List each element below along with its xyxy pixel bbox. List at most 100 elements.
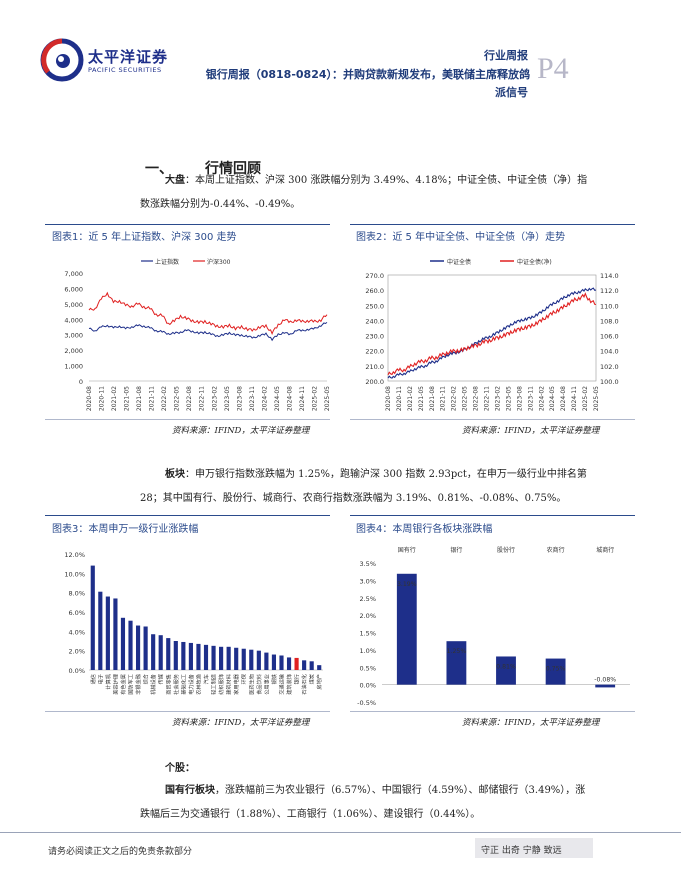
chart3-ytick-label: 12.0%	[64, 551, 85, 559]
footer-rule	[0, 832, 681, 833]
chart3-bottom-rule	[45, 711, 330, 712]
chart2-xtick-label: 2024-05	[549, 386, 556, 411]
chart3-ytick-label: 8.0%	[68, 590, 85, 598]
chart2-caption-bar	[350, 224, 635, 243]
chart4-ytick-label: 3.0%	[359, 577, 376, 585]
chart3-ytick-label: 4.0%	[68, 628, 85, 636]
chart2-ytick-right: 106.0	[600, 333, 619, 341]
paragraph-sector-line2: 28；其中国有行、股份行、城商行、农商行指数涨跌幅为 3.19%、0.81%、-…	[140, 493, 567, 504]
chart3-category-label: 环保	[240, 673, 248, 684]
chart1-source: 资料来源：IFIND，太平洋证券整理	[172, 426, 310, 436]
chart3-bar	[196, 643, 201, 670]
chart2-ytick-left: 270.0	[365, 272, 384, 280]
chart3-category-label: 计算机	[104, 673, 112, 689]
chart1-legend-label: 上证指数	[155, 258, 179, 266]
chart1-xtick-label: 2024-11	[299, 386, 306, 411]
chart1-xtick-label: 2022-08	[186, 386, 193, 411]
chart3-svg: 12.0% 10.0% 8.0% 6.0% 4.0% 2.0% 0.0% 通信 电子 计算机 美容护…	[64, 551, 323, 695]
chart4-caption: 图表4：本周银行各板块涨跌幅	[356, 524, 493, 535]
chart3-category-label: 银行	[293, 674, 301, 684]
chart1-ytick-label: 7,000	[64, 270, 83, 278]
chart3-category-label: 有色金属	[119, 674, 127, 695]
chart3-bar	[181, 641, 186, 670]
chart1-xtick-label: 2023-02	[211, 386, 218, 411]
chart1-xtick-label: 2021-02	[111, 386, 118, 411]
chart3-category-label: 商贸零售	[164, 674, 172, 695]
chart3-ytick-label: 6.0%	[68, 609, 85, 617]
chart3-bar	[317, 665, 322, 670]
chart4-value-label: 1.25%	[447, 648, 467, 655]
chart3-bar	[294, 657, 299, 670]
chart2-xtick-label: 2021-08	[429, 386, 436, 411]
chart2-xtick-label: 2022-02	[451, 386, 458, 411]
chart3-bar	[309, 661, 314, 670]
chart2-ytick-right: 104.0	[600, 348, 619, 356]
chart1-legend-label: 沪深300	[207, 258, 231, 266]
chart3-bar	[158, 635, 163, 670]
footer-motto: 守正 出奇 宁静 致远	[481, 846, 562, 856]
chart2-caption: 图表2：近 5 年中证全债、中证全债（净）走势	[356, 232, 566, 243]
chart3-bar	[113, 598, 118, 670]
chart4-bar	[446, 641, 467, 685]
chart1-xtick-label: 2024-05	[274, 386, 281, 411]
chart3-bar	[143, 626, 148, 670]
chart2-xtick-label: 2021-02	[407, 386, 414, 411]
chart3-category-label: 公用事业	[262, 674, 270, 695]
chart3-bar	[151, 634, 156, 670]
chart3-category-label: 非银金融	[134, 674, 142, 695]
paragraph-stocks-text: ，涨跌幅前三为农业银行（6.57%）、中国银行（4.59%）、邮储银行（3.49…	[215, 785, 586, 796]
chart3-category-label: 医药生物	[247, 674, 255, 695]
paragraph-stocks-bold: 国有行板块	[165, 785, 215, 796]
chart1-bottom-rule	[45, 419, 330, 420]
chart3-category-label: 美容护理	[111, 673, 119, 695]
chart3-bar	[188, 642, 193, 670]
chart3-ytick-label: 10.0%	[64, 570, 85, 578]
chart4-ytick-label: -0.5%	[357, 699, 376, 707]
chart4-category-label: 城商行	[596, 546, 614, 554]
chart2-xtick-label: 2022-08	[473, 386, 480, 411]
chart2-svg: 270.0 260.0 250.0 240.0 230.0 220.0 210.0 200.0…	[365, 258, 619, 411]
chart3-bar	[226, 646, 231, 670]
chart2-legend-label: 中证全债	[447, 258, 471, 266]
chart4-value-label: 0.81%	[496, 663, 516, 670]
chart2-xtick-label: 2025-02	[582, 386, 589, 411]
chart4-value-label: 0.75%	[546, 666, 566, 673]
chart2-ytick-right: 114.0	[600, 272, 619, 280]
chart2-ytick-right: 110.0	[600, 302, 619, 310]
chart3-category-label: 煤炭	[308, 674, 316, 684]
logo-cn-text: 太平洋证券	[88, 48, 169, 66]
chart4-ytick-label: 2.0%	[359, 612, 376, 620]
chart2-legend-label: 中证全债(净)	[517, 258, 552, 266]
chart3-caption: 图表3：本周申万一级行业涨跌幅	[52, 524, 199, 535]
chart2-xtick-label: 2023-08	[516, 386, 523, 411]
chart2-xtick-label: 2021-05	[418, 386, 425, 411]
chart3-bar	[256, 650, 261, 670]
chart2-ytick-left: 220.0	[365, 348, 384, 356]
chart3-caption-bar	[45, 515, 330, 516]
chart2-xtick-label: 2023-02	[494, 386, 501, 411]
chart3-category-label: 家用电器	[232, 673, 240, 695]
chart1-caption: 图表1：近 5 年上证指数、沪深 300 走势	[52, 232, 237, 243]
chart3-bar	[234, 647, 239, 670]
chart3-category-label: 电力设备	[187, 673, 195, 695]
paragraph-market: 大盘：本周上证指数、沪深 300 涨跌幅分别为 3.49%、4.18%；中证全债…	[165, 170, 635, 192]
chart3-category-label: 社会服务	[172, 674, 180, 695]
chart2-ytick-left: 240.0	[365, 317, 384, 325]
chart1-xtick-label: 2023-08	[236, 386, 243, 411]
paragraph-sector-text: ：申万银行指数涨跌幅为 1.25%，跑输沪深 300 指数 2.93pct，在申…	[185, 469, 587, 480]
chart3-category-label: 传媒	[157, 673, 165, 684]
chart2-ytick-right: 112.0	[600, 287, 619, 295]
chart1-caption-bar	[45, 224, 330, 243]
chart4-caption-bar	[350, 515, 635, 516]
header-category: 行业周报	[484, 49, 528, 62]
chart2-xtick-label: 2022-05	[462, 386, 469, 411]
chart3-bar	[203, 644, 209, 670]
paragraph-market-line2: 数涨跌幅分别为-0.44%、-0.49%。	[140, 199, 301, 210]
chart3-ytick-label: 0.0%	[68, 667, 85, 675]
chart3-category-label: 国防军工	[127, 674, 135, 695]
chart2-xtick-label: 2022-11	[484, 386, 491, 411]
chart2-ytick-left: 250.0	[365, 302, 384, 310]
section-number: 一、	[145, 161, 173, 177]
chart3-bar	[286, 657, 292, 670]
paragraph-stocks: 国有行板块，涨跌幅前三为农业银行（6.57%）、中国银行（4.59%）、邮储银行…	[165, 780, 640, 802]
